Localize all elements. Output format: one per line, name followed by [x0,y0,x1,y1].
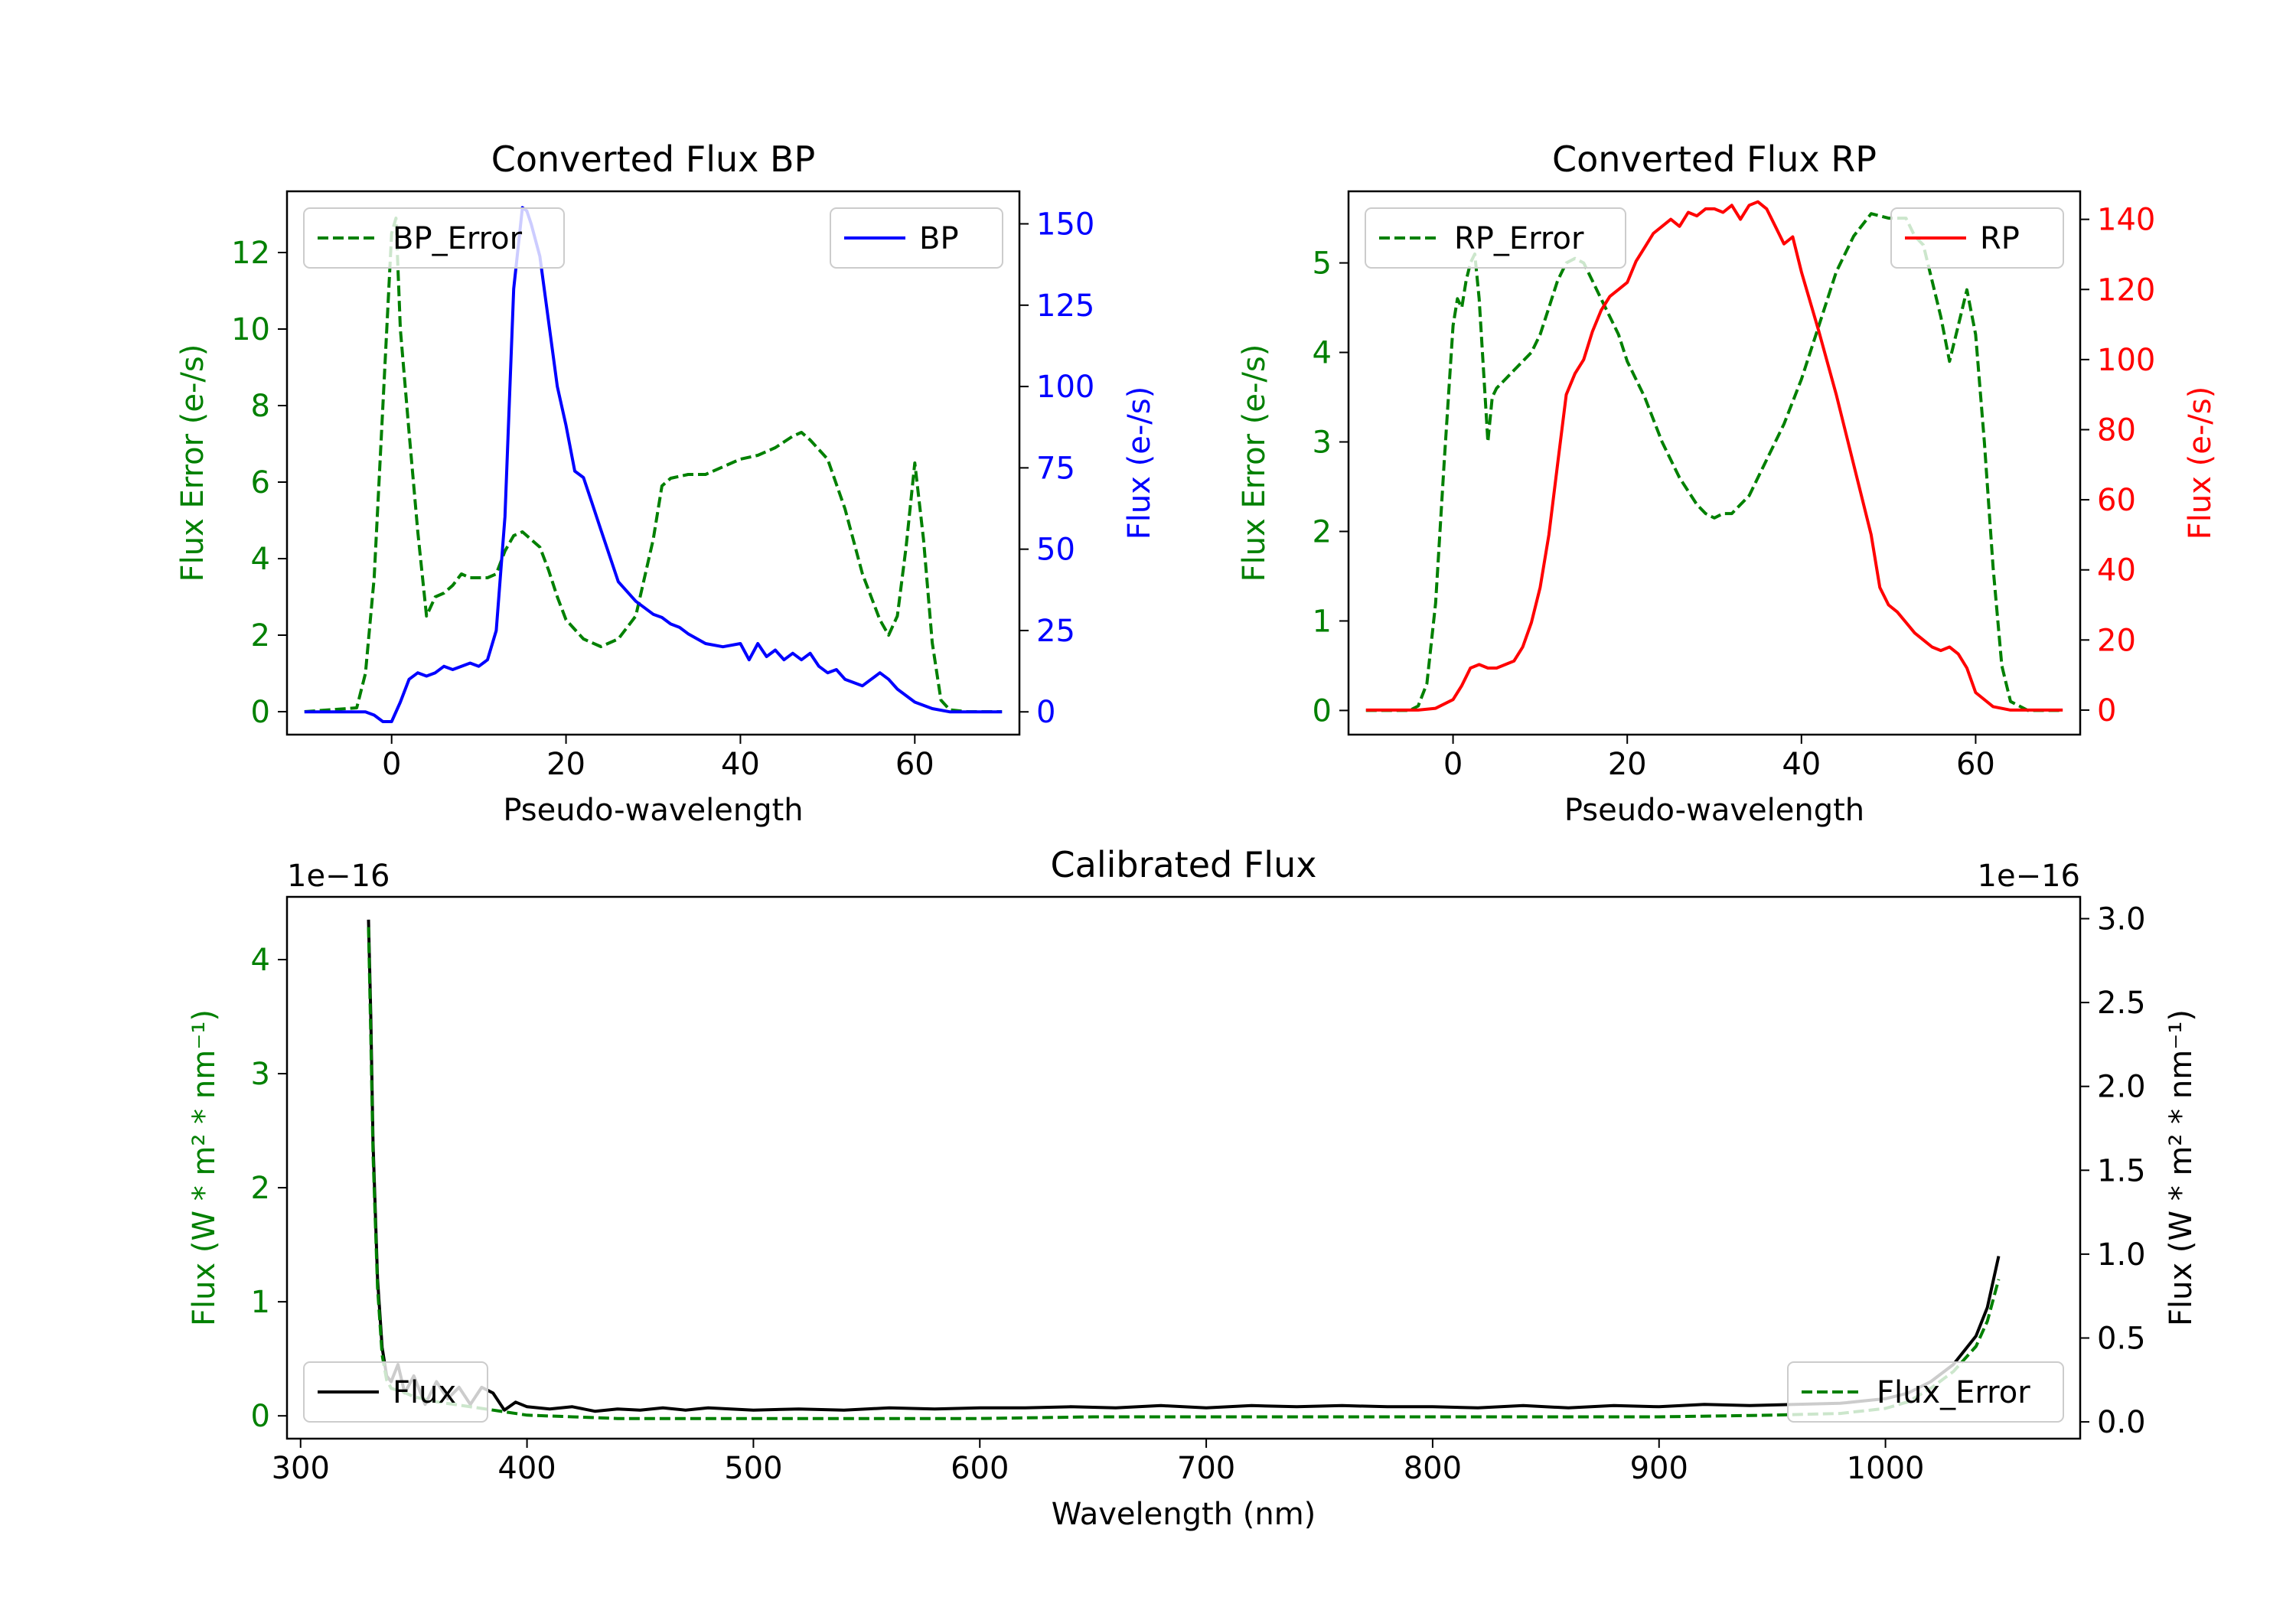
y-right-tick-label: 120 [2097,272,2155,308]
x-tick-label: 60 [895,747,934,782]
y-left-tick-label: 3 [251,1057,270,1092]
series-line-bp-error [304,217,1003,713]
y-left-tick-label: 8 [251,389,270,424]
y-right-tick-label: 75 [1036,451,1075,486]
legend-box [303,1361,488,1423]
y-left-tick-label: 2 [1313,514,1332,549]
bp-chart: 0 20 40 60 0 2 4 6 8 10 12 0 25 50 75 100 125 150 Converte… [175,139,1157,828]
chart-title: Converted Flux BP [491,139,816,180]
y-right-tick-label: 0 [1036,695,1055,730]
y-right-tick-label: 0.0 [2097,1405,2146,1440]
y-left-tick-label: 0 [251,695,270,730]
legend-bp: BP [830,207,1003,269]
legend-label: BP_Error [393,221,523,256]
y-right-tick-label: 50 [1036,533,1075,568]
y-left-tick-label: 1 [1313,604,1332,639]
rp-chart: 0 20 40 60 0 1 2 3 4 5 0 20 40 60 80 100 120 140 Converted… [1237,139,2218,828]
chart-title: Calibrated Flux [1051,844,1317,885]
y-right-tick-label: 40 [2097,553,2136,588]
x-tick-label: 0 [382,747,401,782]
axes-frame [285,895,2082,1440]
series-line-bp [304,206,1003,723]
y-right-axis-label: Flux (e-/s) [2183,386,2218,539]
y-right-tick-label: 0.5 [2097,1321,2146,1356]
y-left-tick-label: 0 [1313,693,1332,729]
chart-title: Converted Flux RP [1552,139,1877,180]
y-right-tick-label: 20 [2097,623,2136,658]
y-right-offset-text: 1e−16 [1978,859,2080,894]
y-right-axis-label: Flux (e-/s) [1122,386,1157,539]
x-tick-label: 40 [1782,747,1821,782]
y-right-tick-label: 3.0 [2097,901,2146,937]
y-right-tick-label: 2.5 [2097,986,2146,1021]
legend-label: Flux [393,1375,456,1410]
x-tick-label: 900 [1630,1451,1688,1486]
legend-flux-error: Flux_Error [1787,1361,2064,1423]
legend-label: BP [919,221,959,256]
y-left-tick-label: 4 [1313,336,1332,371]
y-left-tick-label: 12 [231,236,270,271]
y-left-tick-label: 3 [1313,425,1332,461]
y-right-tick-label: 100 [2097,343,2155,378]
y-left-axis-label: Flux Error (e-/s) [175,344,210,582]
y-right-tick-label: 80 [2097,412,2136,448]
y-left-tick-label: 5 [1313,246,1332,282]
x-tick-label: 20 [1608,747,1647,782]
axes-frame [285,190,1021,736]
x-tick-label: 1000 [1847,1451,1925,1486]
legend-label: RP_Error [1454,221,1584,256]
x-axis-label: Pseudo-wavelength [1564,793,1864,828]
legend-label: RP [1980,221,2020,256]
legend-rp-error: RP_Error [1365,207,1626,269]
y-left-tick-label: 4 [251,542,270,577]
y-left-tick-label: 6 [251,465,270,500]
y-right-tick-label: 0 [2097,693,2116,729]
y-left-offset-text: 1e−16 [287,859,390,894]
x-tick-label: 600 [951,1451,1009,1486]
y-left-tick-label: 4 [251,943,270,978]
y-right-tick-label: 125 [1036,288,1094,324]
legend-box [1787,1361,2064,1423]
calibrated-flux-chart: 300 400 500 600 700 800 900 1000 0 1 2 3 4 0.0 0.5 1.0 1… [187,844,2199,1532]
x-tick-label: 60 [1956,747,1995,782]
y-right-tick-label: 1.0 [2097,1237,2146,1273]
legend-box [830,207,1003,269]
x-axis-label: Pseudo-wavelength [503,793,803,828]
legend-bp-error: BP_Error [303,207,565,269]
x-tick-label: 500 [724,1451,782,1486]
y-left-tick-label: 10 [231,312,270,347]
legend-flux: Flux [303,1361,488,1423]
x-tick-label: 20 [546,747,585,782]
x-tick-label: 40 [721,747,760,782]
y-right-tick-label: 1.5 [2097,1153,2146,1188]
x-tick-label: 700 [1177,1451,1235,1486]
legend-box [1890,207,2064,269]
y-right-tick-label: 100 [1036,370,1094,405]
y-left-tick-label: 2 [251,1171,270,1206]
x-tick-label: 800 [1404,1451,1462,1486]
legend-rp: RP [1890,207,2064,269]
x-tick-label: 300 [272,1451,330,1486]
y-left-tick-label: 0 [251,1399,270,1434]
x-axis-label: Wavelength (nm) [1052,1497,1316,1532]
y-right-tick-label: 150 [1036,207,1094,243]
series-line-rp [1365,200,2063,712]
legend-box [303,207,565,269]
y-right-axis-label: Flux (W * m² * nm⁻¹) [2164,1009,2199,1326]
y-right-tick-label: 60 [2097,483,2136,518]
y-left-tick-label: 2 [251,618,270,654]
y-left-axis-label: Flux (W * m² * nm⁻¹) [187,1009,222,1326]
x-tick-label: 0 [1443,747,1463,782]
legend-label: Flux_Error [1877,1375,2030,1410]
x-tick-label: 400 [497,1451,556,1486]
y-right-tick-label: 140 [2097,203,2155,238]
y-left-axis-label: Flux Error (e-/s) [1237,344,1272,582]
axes-frame [1347,190,2082,736]
y-left-tick-label: 1 [251,1285,270,1320]
legend-box [1365,207,1626,269]
y-right-tick-label: 2.0 [2097,1070,2146,1105]
y-right-tick-label: 25 [1036,614,1075,649]
